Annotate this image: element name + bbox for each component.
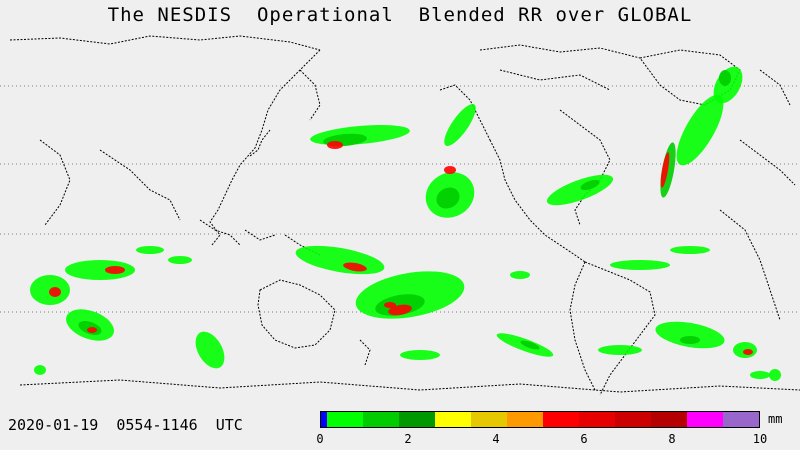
rain-area [769, 369, 781, 381]
rain-area [660, 152, 670, 188]
rain-area [444, 104, 476, 146]
rain-area [295, 245, 385, 275]
rain-area [743, 349, 753, 355]
rain-area [327, 141, 343, 149]
colorbar-swatch [651, 412, 687, 427]
coastlines [9, 35, 800, 396]
coastline [739, 139, 796, 186]
coastline [489, 139, 561, 246]
coastline [244, 229, 276, 241]
rain-area [680, 336, 700, 344]
time-range-label: 2020-01-19 0554-1146 UTC [8, 416, 243, 434]
coastline [584, 261, 656, 396]
coastline [569, 261, 596, 391]
coastline [9, 35, 321, 51]
colorbar-tick-label: 4 [492, 432, 500, 446]
rain-area [65, 260, 135, 280]
coastline [99, 149, 181, 221]
rain-area [750, 371, 770, 379]
coastline [559, 109, 611, 226]
colorbar-tick-label: 10 [752, 432, 768, 446]
coastline [299, 69, 321, 121]
coastline [479, 44, 641, 59]
rain-area [105, 266, 125, 274]
colorbar-swatch [327, 412, 363, 427]
rain-areas [30, 66, 781, 381]
rain-area [670, 246, 710, 254]
rain-area [388, 304, 412, 316]
map-title: The NESDIS Operational Blended RR over G… [107, 4, 693, 26]
rain-area [510, 271, 530, 279]
colorbar-swatch [687, 412, 723, 427]
colorbar-tick-label: 0 [316, 432, 324, 446]
rain-area [34, 365, 46, 375]
rain-area [384, 302, 396, 308]
rain-area [655, 321, 725, 349]
rain-area [676, 94, 724, 166]
coastline [257, 279, 336, 349]
coastline [639, 49, 741, 106]
rain-area [400, 350, 440, 360]
rain-area [49, 287, 61, 297]
coastline [359, 339, 371, 366]
coastline [199, 219, 241, 246]
coastline [209, 49, 321, 246]
rain-rate-map [0, 35, 800, 396]
colorbar-swatch [435, 412, 471, 427]
colorbar [320, 411, 760, 428]
colorbar-swatch [723, 412, 759, 427]
colorbar-swatch [543, 412, 579, 427]
rain-area [610, 260, 670, 270]
colorbar-tick-label: 6 [580, 432, 588, 446]
colorbar-swatch [579, 412, 615, 427]
colorbar-tick-label: 2 [404, 432, 412, 446]
rain-area [136, 246, 164, 254]
rain-area [195, 331, 225, 369]
rain-area [444, 166, 456, 174]
rain-area [598, 345, 642, 355]
colorbar-swatch [363, 412, 399, 427]
coastline [249, 129, 271, 157]
coastline [719, 209, 781, 321]
coastline [559, 244, 586, 263]
rain-area [546, 174, 614, 206]
colorbar-swatch [507, 412, 543, 427]
rain-area [580, 179, 600, 191]
rain-area [87, 327, 97, 333]
coastline [19, 379, 800, 393]
coastline [439, 84, 491, 141]
unit-label: mm [768, 412, 783, 426]
colorbar-swatch [399, 412, 435, 427]
colorbar-swatch [321, 412, 327, 427]
colorbar-swatch [615, 412, 651, 427]
colorbar-swatch [471, 412, 507, 427]
coastline [759, 69, 791, 106]
rain-area [719, 70, 731, 86]
rain-area [343, 262, 367, 272]
coastline [39, 139, 71, 226]
rain-area [436, 187, 460, 209]
colorbar-tick-label: 8 [668, 432, 676, 446]
rain-area [168, 256, 192, 264]
coastline [499, 69, 611, 91]
rain-area [520, 340, 540, 350]
